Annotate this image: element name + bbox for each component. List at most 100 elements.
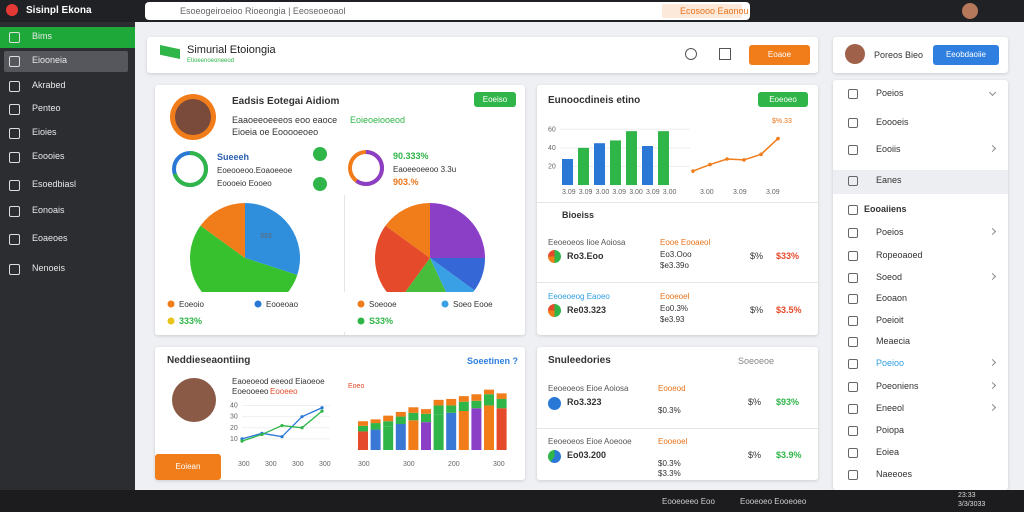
nav-item[interactable]: Poiopa bbox=[876, 425, 905, 435]
nav-item[interactable]: Eneeol bbox=[876, 403, 905, 413]
stat-label: Sueeeh bbox=[217, 152, 250, 162]
row-pct: $% bbox=[748, 450, 762, 460]
row-value: Ro3.323 bbox=[567, 397, 602, 407]
nav-item[interactable]: Bims bbox=[32, 31, 52, 41]
icon[interactable] bbox=[313, 147, 327, 161]
nav-item[interactable]: Nenoeis bbox=[32, 263, 66, 273]
row-icon bbox=[548, 304, 561, 317]
divider bbox=[344, 195, 345, 335]
nav-item[interactable]: Eoaeoes bbox=[32, 233, 68, 243]
card-title: Snuleedories bbox=[548, 355, 611, 366]
address-bar[interactable] bbox=[145, 2, 750, 20]
nav-item[interactable]: Eiooneia bbox=[32, 55, 68, 65]
divider bbox=[537, 282, 818, 283]
user-name: Poreos Bieo bbox=[874, 50, 924, 60]
text: Eoeo bbox=[348, 383, 365, 390]
tab-title[interactable]: Sisinpl Ekona bbox=[26, 5, 92, 16]
trend-card bbox=[537, 85, 818, 335]
row-name: Eeoeoeos Iioe Aoiosa bbox=[548, 238, 626, 247]
clock: 23:33 bbox=[958, 492, 976, 499]
card-button[interactable]: Eoiean bbox=[155, 454, 221, 480]
nav-item[interactable]: Poeios bbox=[876, 88, 904, 98]
nav-item[interactable]: Poeioo bbox=[876, 358, 905, 368]
row-value: $3.3% bbox=[658, 469, 681, 478]
nav-icon bbox=[848, 470, 858, 480]
row-pct: $% bbox=[750, 305, 764, 315]
text: Eaaoeeoeeeos eoo eaoce bbox=[232, 115, 338, 125]
row-tag: Eooeoel bbox=[658, 437, 688, 446]
list-title: Bioeiss bbox=[562, 210, 595, 220]
nav-item[interactable]: Meaecia bbox=[876, 336, 911, 346]
nav-icon bbox=[848, 118, 858, 128]
card-title: Neddieseaontiing bbox=[167, 355, 251, 366]
nav-item[interactable]: Poeoniens bbox=[876, 381, 919, 391]
nav-icon bbox=[9, 56, 20, 67]
card-button[interactable]: Eoeiso bbox=[474, 92, 516, 107]
header-button[interactable]: Eoaoe bbox=[749, 45, 810, 65]
nav-item[interactable]: Eanes bbox=[876, 175, 902, 185]
row-change: $3.9% bbox=[776, 450, 802, 460]
extension[interactable] bbox=[662, 4, 742, 18]
row-change: $3.5% bbox=[776, 305, 802, 315]
nav-icon bbox=[848, 448, 858, 458]
nav-item[interactable]: Eioies bbox=[32, 127, 57, 137]
nav-item[interactable]: Eoiea bbox=[876, 447, 900, 457]
status: Eooeoeeo Eoo bbox=[662, 497, 715, 506]
card-button[interactable]: Eoeoeo bbox=[758, 92, 808, 107]
icon[interactable] bbox=[685, 48, 697, 60]
text: Eaoeeoeeoo 3.3u bbox=[393, 165, 457, 174]
nav-icon bbox=[848, 89, 858, 99]
nav-icon bbox=[848, 273, 858, 283]
user-button[interactable]: Eeobdaoiie bbox=[933, 45, 999, 65]
text: Eioeia oe Eooooeoeo bbox=[232, 127, 319, 137]
nav-icon bbox=[9, 104, 20, 115]
row-icon bbox=[548, 250, 561, 263]
header bbox=[147, 37, 818, 73]
nav-item[interactable]: Eonoais bbox=[32, 205, 65, 215]
row-pct: $% bbox=[748, 397, 762, 407]
icon[interactable] bbox=[313, 177, 327, 191]
nav-icon bbox=[9, 32, 20, 43]
nav-item[interactable]: Soeod bbox=[876, 272, 903, 282]
nav-item[interactable]: Esoedbiasl bbox=[32, 179, 77, 189]
selected-row bbox=[833, 170, 1008, 194]
nav-item[interactable]: Poeioit bbox=[876, 315, 904, 325]
row-value: $0.3% bbox=[658, 459, 681, 468]
nav-item[interactable]: Penteo bbox=[32, 103, 61, 113]
nav-panel bbox=[833, 80, 1008, 490]
link[interactable]: Soeetinen ? bbox=[467, 356, 519, 366]
taskbar bbox=[0, 490, 1024, 512]
nav-item[interactable]: Ropeoaoed bbox=[876, 250, 923, 260]
link[interactable]: Soeoeoe bbox=[738, 356, 775, 366]
nav-icon bbox=[848, 382, 858, 392]
icon[interactable] bbox=[719, 48, 731, 60]
nav-icon bbox=[9, 234, 20, 245]
nav-item[interactable]: Eoooeis bbox=[876, 117, 909, 127]
row-change: $93% bbox=[776, 397, 800, 407]
text: Eoeooeoo.Eoaoeeoe bbox=[217, 166, 293, 175]
nav-item[interactable]: Eooiis bbox=[876, 144, 901, 154]
url: Esoeogeiroeioo Rioeongia | Eeoseoeoaol bbox=[180, 6, 346, 16]
divider bbox=[537, 428, 818, 429]
active-item bbox=[0, 27, 135, 48]
nav-item[interactable]: Eoooies bbox=[32, 151, 65, 161]
nav-item[interactable]: Naeeoes bbox=[876, 469, 913, 479]
row-value: Eo0.3% bbox=[660, 304, 689, 313]
nav-item[interactable]: Eooaon bbox=[876, 293, 908, 303]
nav-icon bbox=[848, 228, 858, 238]
nav-icon bbox=[9, 81, 20, 92]
avatar-photo bbox=[175, 99, 211, 135]
nav-item[interactable]: Akrabed bbox=[32, 80, 66, 90]
nav-icon bbox=[848, 337, 858, 347]
avatar[interactable] bbox=[962, 3, 978, 19]
row-name: Eeoeoeog Eaoeo bbox=[548, 292, 610, 301]
nav-icon bbox=[848, 316, 858, 326]
nav-item[interactable]: Poeios bbox=[876, 227, 904, 237]
nav-icon bbox=[9, 152, 20, 163]
row-value: Eo03.200 bbox=[567, 450, 607, 460]
nav-item[interactable]: Eooaiiens bbox=[864, 204, 907, 214]
header-subtitle: Etioeenoeoneeod bbox=[187, 58, 235, 64]
sidebar bbox=[0, 22, 135, 490]
row-name: Eeoeoeos Eioe Aoeooe bbox=[548, 437, 632, 446]
